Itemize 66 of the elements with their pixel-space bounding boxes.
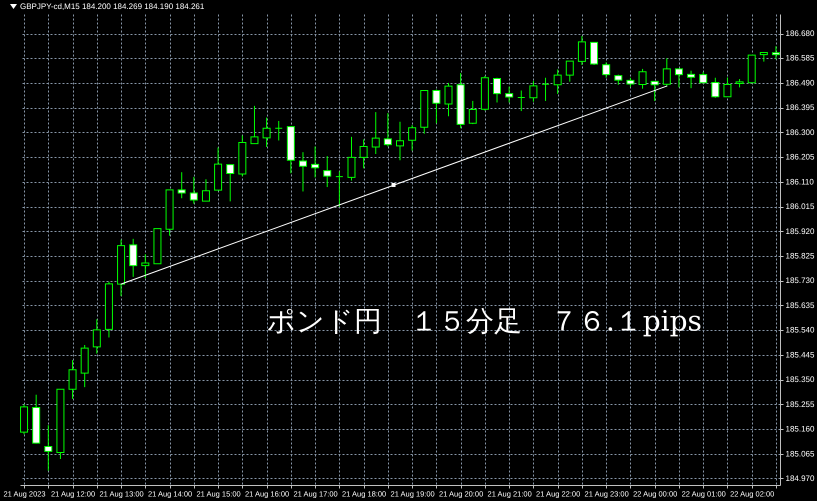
candlestick bbox=[711, 77, 720, 98]
candlestick bbox=[554, 68, 562, 94]
chart-title: GBPJPY-cd,M15 184.200 184.269 184.190 184.261 bbox=[20, 2, 205, 11]
candlestick bbox=[578, 36, 586, 66]
y-tick-label: 184.970 bbox=[786, 474, 815, 483]
candlestick bbox=[311, 146, 320, 178]
y-tick-label: 185.635 bbox=[786, 300, 815, 310]
candlestick bbox=[262, 117, 271, 148]
candlestick bbox=[335, 170, 344, 208]
y-tick-label: 185.445 bbox=[786, 350, 815, 360]
candlestick bbox=[626, 77, 634, 88]
y-tick-label: 185.540 bbox=[786, 326, 815, 335]
candlestick bbox=[347, 136, 356, 182]
y-tick-label: 186.585 bbox=[786, 54, 815, 63]
y-tick-label: 186.205 bbox=[786, 152, 815, 162]
candlestick bbox=[384, 112, 392, 147]
candlestick bbox=[529, 80, 538, 102]
candlestick bbox=[408, 124, 416, 152]
y-tick-label: 185.825 bbox=[786, 252, 815, 261]
candlestick bbox=[298, 152, 307, 192]
candlestick bbox=[614, 74, 622, 86]
y-tick-label: 185.350 bbox=[786, 375, 815, 384]
candlestick bbox=[542, 77, 550, 102]
candlestick bbox=[360, 138, 368, 169]
candlestick bbox=[432, 88, 440, 124]
candlestick bbox=[141, 254, 150, 279]
y-tick-label: 186.395 bbox=[786, 103, 815, 112]
candlestick bbox=[590, 42, 598, 66]
candlestick bbox=[190, 176, 198, 204]
candlestick bbox=[323, 156, 332, 188]
candlestick bbox=[602, 62, 610, 78]
candlestick bbox=[396, 121, 404, 161]
candlestick bbox=[226, 164, 234, 202]
candlestick bbox=[178, 172, 186, 199]
y-tick-label: 185.920 bbox=[786, 226, 815, 236]
y-tick-label: 185.730 bbox=[786, 276, 815, 286]
candlestick bbox=[444, 82, 453, 117]
candlestick bbox=[202, 178, 210, 202]
candlestick bbox=[723, 76, 732, 98]
y-tick-label: 185.065 bbox=[786, 449, 815, 458]
candlestick bbox=[468, 100, 477, 125]
candlestick bbox=[517, 90, 526, 112]
candlestick bbox=[493, 77, 502, 103]
candlestick bbox=[699, 72, 708, 84]
candlestick bbox=[638, 68, 647, 90]
candlestick bbox=[566, 60, 574, 82]
candlestick bbox=[129, 238, 138, 278]
y-tick-label: 186.015 bbox=[786, 202, 815, 212]
candlestick bbox=[250, 105, 258, 144]
y-tick-label: 185.160 bbox=[786, 424, 815, 434]
y-tick-label: 186.680 bbox=[786, 29, 815, 38]
y-tick-label: 185.255 bbox=[786, 400, 815, 409]
candlestick bbox=[372, 112, 380, 154]
candlestick bbox=[662, 58, 671, 88]
candlestick bbox=[760, 52, 768, 62]
candlestick bbox=[687, 70, 696, 89]
y-tick-label: 186.490 bbox=[786, 78, 815, 88]
candlestick bbox=[274, 120, 283, 141]
candlestick bbox=[68, 360, 77, 400]
candlestick bbox=[44, 424, 52, 472]
candlestick bbox=[674, 68, 683, 88]
y-tick-label: 186.110 bbox=[786, 177, 814, 186]
candlestick bbox=[505, 86, 514, 103]
y-tick-label: 186.300 bbox=[786, 128, 815, 137]
candlestick bbox=[92, 318, 101, 354]
annotation: ポンド円 １５分足 ７６.１pips bbox=[266, 304, 702, 338]
